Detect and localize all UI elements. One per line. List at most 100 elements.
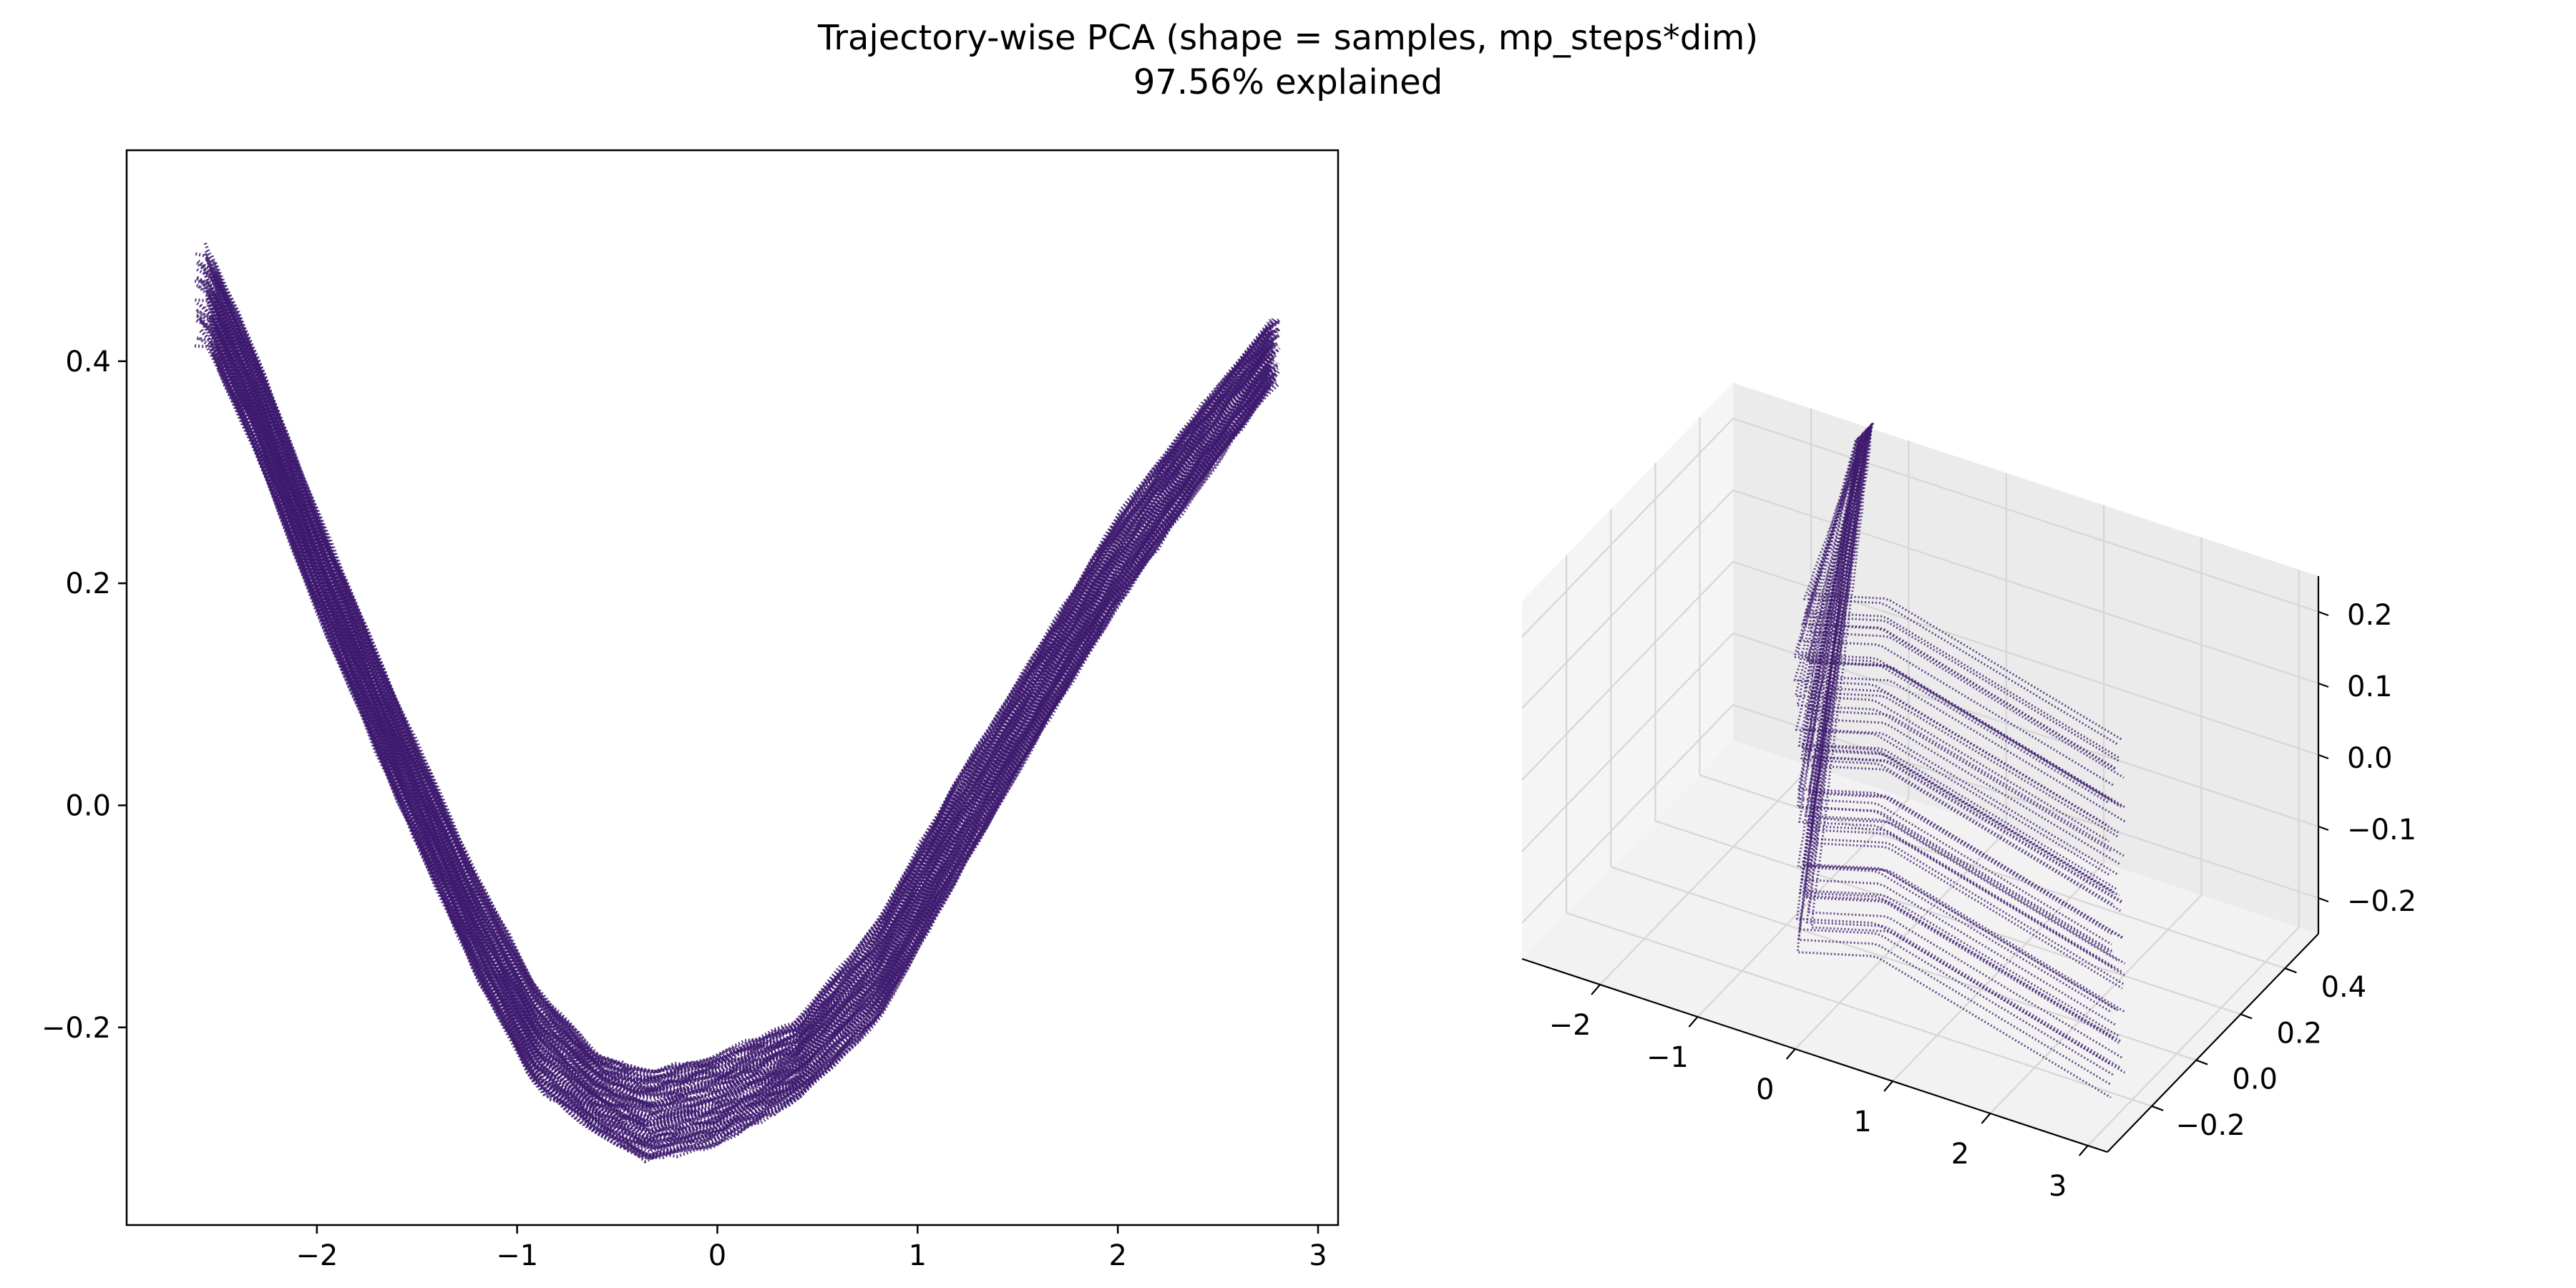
figure-title: Trajectory-wise PCA (shape = samples, mp… [0,16,2576,104]
pca-2d-trajectory-line [197,259,1280,1089]
pca-3d-x-tick [2078,1145,2089,1156]
pca-2d-trajectory-line [217,356,1279,1147]
pca-3d-trajectory-line [1797,436,2113,1014]
pca-3d-gridline [1599,766,1812,985]
pca-3d-trajectory-line [1800,434,2115,907]
pca-3d-gridline [1566,912,2152,1107]
pca-2d-trajectory-line [196,268,1280,1093]
pca-3d-z-tick [2318,897,2329,903]
pca-3d-y-tick-label: 0.2 [2276,1017,2322,1050]
pca-2d-trajectory-line [216,271,1280,1080]
pca-3d-gridline [1732,417,2319,613]
pca-3d-trajectory-line [1803,429,2119,1012]
pca-2d-trajectory-line [215,294,1270,1095]
pca-3d-trajectory-line [1795,439,2111,877]
pca-2d-x-tick-label: 2 [1108,1239,1126,1272]
pca-3d-trajectory-line [1810,422,2126,823]
pca-3d-x-tick [1981,1113,1991,1124]
pca-3d-axes: −2 −1 0 1 2 3 −0.2 0.0 0.2 0.4 −0.2 −0.1 0.0 0.1 0.2 [1521,576,2416,1203]
pca-3d-trajectories [1792,422,2127,1099]
pca-3d-y-tick-label: 0.0 [2232,1063,2278,1096]
pca-2d-trajectory-line [214,262,1275,1073]
pca-2d-trajectory-line [210,353,1272,1157]
pca-2d-trajectory-line [210,349,1277,1158]
pca-3d-z-tick-label: 0.1 [2347,670,2393,703]
pca-3d-z-tick [2318,753,2329,760]
pca-2d-trajectory-line [211,353,1274,1161]
pca-2d-trajectory-line [203,253,1272,1083]
figure-title-line1: Trajectory-wise PCA (shape = samples, mp… [817,18,1759,58]
pca-2d-trajectory-line [196,336,1273,1158]
pca-3d-x-tick-label: −2 [1549,1009,1591,1042]
pca-3d-z-tick-label: −0.2 [2347,885,2416,918]
pca-3d-x-tick-label: −1 [1646,1041,1689,1074]
pca-2d-trajectory-line [205,258,1273,1082]
pca-2d-x-tick-label: 3 [1309,1239,1327,1272]
pca-3d-y-tick-label: 0.4 [2321,971,2367,1004]
pca-3d-trajectory-line [1800,434,2116,895]
pca-2d-y-tick-label: 0.4 [65,346,111,379]
pca-3d-gridline [2087,927,2300,1146]
pca-3d-gridline [1521,704,1734,924]
pca-3d-x-tick [1591,984,1601,995]
pca-3d-z-tick [2318,825,2329,831]
pca-3d-trajectory-line [1799,434,2115,787]
pca-3d-trajectory-line [1807,425,2124,903]
pca-2d-axes-frame [125,149,1340,1226]
pca-3d-gridline [1794,830,2007,1050]
pca-3d-trajectory-line [1806,428,2121,763]
pca-2d-y-tick-label: 0.2 [65,567,111,600]
pca-3d-z-tick-label: −0.1 [2347,814,2416,847]
pca-3d-z-tick [2318,610,2329,617]
pca-3d-y-tick-label: −0.2 [2176,1109,2245,1142]
pca-3d-y-tick [2151,1105,2164,1111]
pca-3d-x-tick [1688,1016,1699,1028]
pca-2d-trajectory-line [195,308,1274,1131]
pca-2d-trajectory-line [212,321,1274,1131]
pca-3d-trajectory-line [1804,429,2120,962]
pca-2d-trajectory-line [213,293,1270,1101]
pca-2d-trajectory-line [196,315,1271,1141]
pca-3d-x-axis [1521,957,2108,1153]
pca-2d-trajectory-line [203,283,1279,1108]
pca-3d-y-tick [2195,1059,2208,1065]
pca-3d-trajectory-line [1804,429,2120,759]
pca-2d-x-tick-label: 0 [708,1239,726,1272]
pca-3d-x-tick-label: 0 [1756,1073,1774,1106]
pca-3d-trajectory-line [1806,427,2122,808]
pca-2d-trajectory-line [194,344,1281,1160]
pca-3d-trajectory-line [1795,439,2111,1065]
pca-2d-y-tick-label: −0.2 [42,1012,111,1045]
pca-2d-trajectories [194,242,1281,1163]
pca-3d-gridline [1521,633,1734,852]
figure-title-line2: 97.56% explained [1133,62,1443,102]
pca-3d-trajectory-line [1807,426,2123,741]
pca-3d-gridline [1732,489,2319,685]
pca-3d-gridline [1521,418,1734,638]
pca-2d-x-tick-label: −2 [296,1239,338,1272]
pca-3d-z-tick-label: 0.0 [2347,742,2393,775]
pca-3d-y-axis [2107,933,2319,1153]
pca-2d-trajectory-line [211,260,1280,1076]
pca-3d-trajectory-line [1805,427,2122,972]
pca-3d-gridline [1654,820,2241,1015]
pca-2d-trajectory-line [200,328,1271,1148]
pca-3d-x-tick [1883,1080,1893,1092]
pca-3d-x-tick-label: 1 [1853,1106,1871,1138]
pca-3d-panes [1522,383,2318,1152]
pca-2d-x-tick-label: −1 [496,1239,538,1272]
pca-3d-gridline [1521,489,1734,709]
pca-3d-gridline [1521,561,1734,781]
pca-3d-x-tick [1785,1048,1796,1060]
pca-3d-trajectory-line [1810,423,2126,1074]
pca-3d-z-tick [2318,682,2329,688]
pca-2d-y-tick-label: 0.0 [65,789,111,822]
pca-2d-trajectory-line [215,299,1276,1098]
pca-2d-trajectory-line [199,280,1275,1108]
pca-3d-trajectory-line [1802,431,2119,891]
pca-3d-y-tick [2285,967,2297,974]
pca-3d-x-tick-label: 2 [1951,1138,1969,1171]
pca-3d-gridline [1989,894,2202,1114]
